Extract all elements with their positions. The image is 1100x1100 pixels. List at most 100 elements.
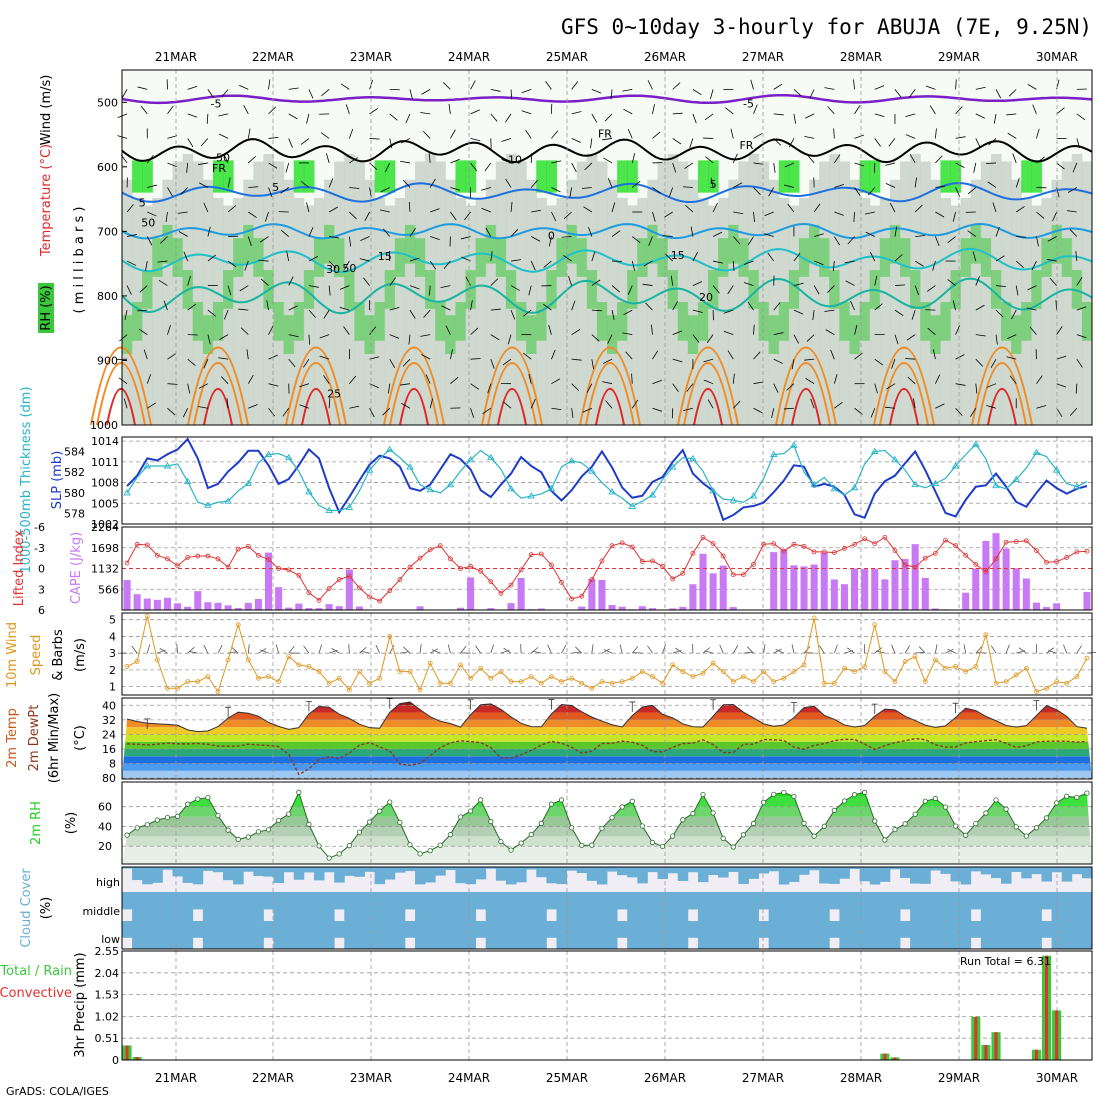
cloud-cell [354, 892, 365, 921]
wind-barb [753, 133, 763, 139]
wind10-tick-label: 3 [109, 647, 116, 660]
cloud-cell [132, 921, 143, 949]
rh-shade [516, 161, 527, 425]
rh-shade [415, 161, 426, 425]
thickness-marker [567, 456, 576, 464]
cloud-cell [1031, 892, 1042, 921]
wind10-barb [318, 644, 323, 654]
rh2m-marker [569, 825, 575, 831]
wind-barb [165, 211, 168, 222]
rh-bright [940, 160, 952, 193]
wind-barb [825, 329, 835, 335]
wind10-marker [660, 680, 665, 686]
wind10-barb [591, 644, 594, 654]
wind-barb [389, 138, 393, 149]
wind-barb [187, 113, 198, 118]
wind10-marker [922, 679, 928, 685]
cloud-cell [394, 921, 406, 949]
li-marker [387, 588, 393, 594]
wind10-barb [247, 644, 250, 654]
cloud-cell [384, 921, 396, 949]
rh-green [990, 270, 1002, 309]
wind-barb [328, 398, 331, 409]
cape-bar [507, 603, 515, 610]
wind-barb [995, 255, 1005, 262]
temp-band [122, 734, 1092, 742]
wind-barb [505, 113, 512, 123]
thickness-marker [163, 462, 172, 469]
wind-barb [288, 87, 299, 90]
li-marker [983, 569, 989, 575]
rh-shade [798, 197, 810, 425]
wind-barb [753, 381, 764, 385]
wind-barb [470, 162, 478, 172]
wind-barb [248, 211, 257, 218]
rh-shade [1011, 179, 1022, 425]
precip-total-legend: Total / Rain [0, 964, 72, 979]
wind-barb [1075, 383, 1078, 394]
wind-barb [914, 177, 917, 188]
cloud-cell [940, 892, 951, 921]
wind-barb [834, 236, 840, 246]
wind-barb [652, 187, 661, 194]
wind-barb [490, 278, 499, 286]
cloud-cell [142, 921, 153, 949]
wind-barb [591, 88, 602, 94]
cloud-cell [223, 892, 234, 921]
cloud-cell [425, 867, 436, 883]
wind-barb [607, 178, 613, 188]
cloud-cell [637, 867, 648, 884]
wind10-marker [619, 679, 625, 685]
wind-barb [389, 277, 396, 286]
rh2m-marker [993, 797, 999, 803]
wind-barb [625, 351, 633, 360]
cape-bar [345, 569, 353, 610]
wind-barb [227, 260, 237, 268]
wind-barb [147, 184, 158, 188]
wind-barb [123, 398, 128, 409]
wind-barb [767, 252, 775, 262]
cloud-cell [1011, 867, 1022, 873]
rh2m-marker [912, 811, 918, 817]
wind10-barb [945, 648, 954, 654]
rh2m-marker [811, 833, 817, 839]
cloud-cell [920, 892, 931, 921]
rh-shade [809, 179, 820, 425]
rh2m-marker [528, 831, 534, 838]
wind-barb [768, 187, 775, 197]
rh-shade [526, 179, 537, 425]
thickness-marker [123, 489, 131, 496]
wind-barb [712, 285, 720, 294]
rh-green [505, 270, 517, 309]
wind-barb [470, 408, 475, 418]
cloud-cell [798, 867, 810, 875]
precip-conv-bar [1034, 1049, 1038, 1060]
wind-barb [590, 138, 593, 149]
rh-bands [122, 792, 1092, 864]
wind-barb [206, 113, 209, 124]
cloud-cell [536, 867, 547, 878]
li-marker [579, 593, 585, 599]
wind10-marker [761, 669, 767, 674]
wind-barb [713, 260, 723, 264]
wind-barb [319, 355, 330, 360]
thickness-marker [426, 485, 434, 493]
wind10-barb [891, 644, 896, 654]
rh2m-marker [973, 821, 979, 827]
minmax-marker [952, 702, 959, 714]
rh2m-marker [1033, 825, 1040, 831]
cloud-middle-label: middle [82, 905, 120, 918]
wind10-marker [983, 632, 989, 638]
wind-barb [975, 304, 985, 311]
cape-bar [578, 606, 586, 610]
rh-green [940, 302, 952, 341]
warm-contour [481, 346, 543, 426]
cloud-cell [455, 892, 466, 921]
y-tick-label: 600 [97, 161, 118, 174]
cloud-cell [384, 892, 396, 921]
li-marker [346, 573, 352, 579]
wind-barb [425, 374, 431, 384]
wind10-marker [589, 685, 595, 691]
wind-barb [470, 327, 479, 335]
cloud-cell [930, 892, 941, 921]
